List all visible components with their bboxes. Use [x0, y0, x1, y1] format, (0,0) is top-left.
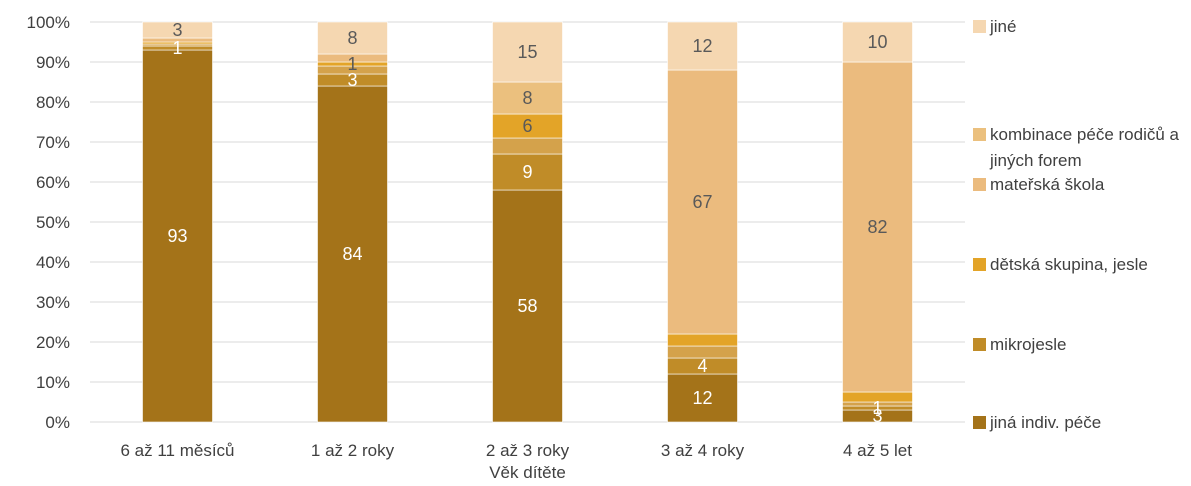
bar-segment	[142, 21, 213, 39]
data-label: 15	[517, 42, 537, 62]
legend-item: mateřská škola	[973, 172, 1188, 198]
legend-label: dětská skupina, jesle	[990, 255, 1148, 274]
data-label: 82	[867, 217, 887, 237]
legend-label: kombinace péče rodičů a jiných forem	[990, 125, 1180, 170]
bar-segment	[492, 21, 563, 83]
legend-swatch	[973, 20, 986, 33]
category-label: 6 až 11 měsíců	[120, 441, 234, 460]
x-axis-title: Věk dítěte	[489, 463, 566, 482]
data-label: 3	[872, 406, 882, 426]
legend-swatch	[973, 128, 986, 141]
bar-segment	[317, 85, 388, 423]
category-label: 1 až 2 roky	[311, 441, 395, 460]
data-label: 8	[522, 88, 532, 108]
y-tick-label: 20%	[36, 333, 70, 352]
category-label: 4 až 5 let	[843, 441, 912, 460]
data-label: 4	[697, 356, 707, 376]
y-axis-ticks: 0% 10% 20% 30% 40% 50% 60% 70% 80% 90% 100%	[27, 13, 70, 432]
data-label: 12	[692, 388, 712, 408]
y-tick-label: 10%	[36, 373, 70, 392]
bar-segment	[667, 69, 738, 335]
legend-swatch	[973, 258, 986, 271]
legend-item: kombinace péče rodičů a jiných forem	[973, 122, 1188, 174]
x-axis-categories: 6 až 11 měsíců 1 až 2 roky 2 až 3 roky 3 až…	[120, 441, 912, 460]
y-tick-label: 80%	[36, 93, 70, 112]
legend-label: mateřská škola	[990, 175, 1105, 194]
data-label: 58	[517, 296, 537, 316]
data-label: 10	[867, 32, 887, 52]
bar-segment	[842, 21, 913, 63]
bar-segment	[492, 189, 563, 423]
legend-item: dětská skupina, jesle	[973, 252, 1188, 278]
legend-label: jiná indiv. péče	[990, 413, 1102, 432]
bar-segment	[317, 21, 388, 55]
legend-item: jiné	[973, 14, 1188, 40]
data-label: 3	[172, 20, 182, 40]
legend: jiné kombinace péče rodičů a jiných forem…	[973, 0, 1191, 486]
legend-item: jiná indiv. péče	[973, 410, 1188, 436]
legend-swatch	[973, 416, 986, 429]
y-tick-label: 60%	[36, 173, 70, 192]
data-label: 67	[692, 192, 712, 212]
category-label: 3 až 4 roky	[661, 441, 745, 460]
data-label: 1	[872, 398, 882, 418]
legend-label: jiné	[990, 17, 1017, 36]
bar-segment	[667, 373, 738, 423]
data-label: 1	[347, 54, 357, 74]
bar-stacks	[142, 21, 913, 423]
bar-segment	[492, 137, 563, 155]
bar-segment	[492, 113, 563, 139]
y-tick-label: 100%	[27, 13, 70, 32]
data-label: 8	[347, 28, 357, 48]
data-label: 3	[347, 70, 357, 90]
bar-segment	[492, 81, 563, 115]
y-tick-label: 30%	[36, 293, 70, 312]
data-label: 84	[342, 244, 362, 264]
data-label: 12	[692, 36, 712, 56]
data-label: 9	[522, 162, 532, 182]
legend-swatch	[973, 178, 986, 191]
y-tick-label: 40%	[36, 253, 70, 272]
legend-label: mikrojesle	[990, 335, 1067, 354]
y-tick-label: 0%	[45, 413, 70, 432]
data-label: 6	[522, 116, 532, 136]
category-label: 2 až 3 roky	[486, 441, 570, 460]
bar-segment	[667, 333, 738, 347]
legend-swatch	[973, 338, 986, 351]
y-tick-label: 70%	[36, 133, 70, 152]
legend-item: mikrojesle	[973, 332, 1188, 358]
y-tick-label: 50%	[36, 213, 70, 232]
data-label: 93	[167, 226, 187, 246]
bar-segment	[142, 49, 213, 423]
y-tick-label: 90%	[36, 53, 70, 72]
bar-segment	[667, 21, 738, 71]
bar-segment	[842, 61, 913, 393]
data-label: 1	[172, 38, 182, 58]
